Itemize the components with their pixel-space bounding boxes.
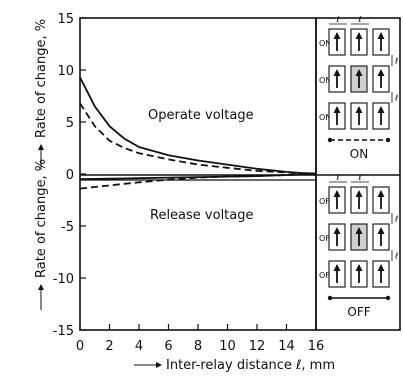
series-operate-off bbox=[79, 102, 317, 175]
series-operate-on bbox=[79, 76, 317, 175]
relay-row-label: OFF bbox=[319, 271, 335, 280]
y-axis-label-top: Rate of change, % bbox=[34, 19, 49, 170]
relay-row-label: OFF bbox=[319, 197, 335, 206]
y-tick-label: -5 bbox=[61, 220, 74, 235]
relay-arrow-head bbox=[355, 264, 363, 271]
y-axis-label-bottom: Rate of change, % bbox=[34, 159, 49, 310]
relay-arrow-head bbox=[377, 106, 385, 113]
ell-dimension-label: ℓ bbox=[335, 15, 339, 24]
x-axis-ticks: 0 2 4 6 8 10 12 14 16 bbox=[76, 324, 324, 354]
relay-arrow-head bbox=[333, 106, 341, 113]
relay-arrow-head bbox=[333, 264, 341, 271]
relay-arrow-head bbox=[377, 32, 385, 39]
y-tick-label: -15 bbox=[53, 324, 74, 339]
ell-side-label: ℓ bbox=[394, 215, 398, 224]
ell-dimension-label: ℓ bbox=[357, 173, 361, 182]
legend-mode-label: ON bbox=[350, 147, 368, 161]
relay-arrow-head bbox=[377, 264, 385, 271]
legend-line-dot bbox=[327, 295, 333, 301]
legend-line-dot bbox=[385, 137, 391, 143]
y-axis-label-bottom-text: Rate of change, % bbox=[34, 159, 49, 278]
relay-arrow-head bbox=[377, 190, 385, 197]
relay-row-label: OFF bbox=[319, 234, 335, 243]
data-series bbox=[79, 76, 317, 190]
operate-voltage-annotation: Operate voltage bbox=[148, 108, 254, 123]
relay-arrow-head bbox=[333, 69, 341, 76]
relay-arrow-head bbox=[333, 227, 341, 234]
x-tick-label: 14 bbox=[278, 339, 295, 354]
x-axis-label: Inter-relay distance ℓ, mm bbox=[134, 358, 335, 373]
ell-dimension-label: ℓ bbox=[335, 173, 339, 182]
ell-side-label: ℓ bbox=[394, 57, 398, 66]
relay-arrow-head bbox=[377, 227, 385, 234]
y-tick-label: -10 bbox=[53, 272, 74, 287]
x-axis-label-text: Inter-relay distance ℓ, mm bbox=[166, 358, 335, 373]
legend-line-dot bbox=[327, 137, 333, 143]
relay-row-label: ON bbox=[319, 113, 331, 122]
y-tick-label: 10 bbox=[57, 64, 74, 79]
x-tick-label: 4 bbox=[135, 339, 143, 354]
x-tick-label: 8 bbox=[194, 339, 202, 354]
relay-arrow-head bbox=[355, 32, 363, 39]
relay-arrow-head bbox=[333, 32, 341, 39]
relay-row-label: ON bbox=[319, 39, 331, 48]
y-tick-label: 15 bbox=[57, 12, 74, 27]
release-voltage-annotation: Release voltage bbox=[150, 208, 254, 223]
relay-arrow-head bbox=[333, 190, 341, 197]
legend-off-diagram: ℓ ℓ OFF OFF OFF ℓ ℓ OFF bbox=[319, 173, 398, 319]
relay-arrow-head bbox=[355, 190, 363, 197]
x-tick-label: 16 bbox=[308, 339, 325, 354]
relay-arrow-head bbox=[355, 227, 363, 234]
y-axis-label-top-text: Rate of change, % bbox=[34, 19, 49, 138]
relay-arrow-head bbox=[377, 69, 385, 76]
relay-arrow-head bbox=[355, 69, 363, 76]
legend-panel: ℓ ℓ ON ON ON ℓ ℓ ON ℓ ℓ OFF OFF OFF ℓ ℓ OFF bbox=[315, 15, 401, 331]
y-tick-label: 0 bbox=[66, 168, 74, 183]
ell-side-label: ℓ bbox=[394, 252, 398, 261]
legend-on-diagram: ℓ ℓ ON ON ON ℓ ℓ ON bbox=[319, 15, 398, 161]
legend-mode-label: OFF bbox=[347, 305, 370, 319]
ell-side-label: ℓ bbox=[394, 94, 398, 103]
ell-dimension-label: ℓ bbox=[357, 15, 361, 24]
relay-row-label: ON bbox=[319, 76, 331, 85]
x-tick-label: 6 bbox=[164, 339, 172, 354]
x-tick-label: 10 bbox=[219, 339, 236, 354]
legend-line-dot bbox=[385, 295, 391, 301]
x-tick-label: 12 bbox=[249, 339, 266, 354]
relay-arrow-head bbox=[355, 106, 363, 113]
x-tick-label: 2 bbox=[105, 339, 113, 354]
y-axis-ticks: 15 10 5 0 -5 -10 -15 bbox=[53, 12, 86, 339]
series-release-off bbox=[79, 173, 317, 190]
plot-frame bbox=[79, 17, 317, 331]
x-tick-label: 0 bbox=[76, 339, 84, 354]
y-tick-label: 5 bbox=[66, 116, 74, 131]
series-release-on bbox=[79, 173, 317, 181]
